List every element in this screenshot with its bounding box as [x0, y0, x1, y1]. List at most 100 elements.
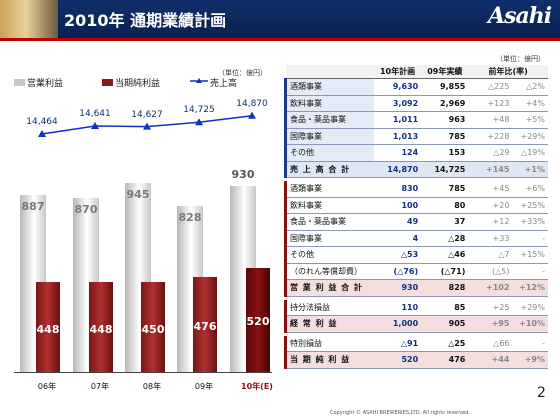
table-cell-d1: +12 — [468, 213, 513, 231]
net-bar — [193, 276, 217, 372]
table-cell-d2: +10% — [512, 315, 548, 333]
table-cell-d1: +48 — [468, 111, 513, 129]
table-row: 酒類事業 830 785 +45 +6% — [283, 181, 548, 198]
table-cell-plan: △53 — [373, 246, 422, 264]
table-cell-label: 売 上 高 合 計 — [283, 161, 374, 178]
table-gap — [285, 332, 548, 336]
net-value-label: 450 — [141, 322, 165, 336]
table-row: その他 124 153 △29 △19% — [283, 144, 548, 162]
table-header-cell — [285, 65, 374, 79]
sales-point — [195, 118, 203, 126]
table-cell-label: 当 期 純 利 益 — [283, 351, 374, 369]
table-gap — [285, 296, 548, 300]
table-cell-d1: △7 — [468, 246, 513, 264]
table-cell-d1: +44 — [468, 351, 513, 369]
page-title: 2010年 通期業績計画 — [64, 11, 227, 30]
table-cell-d2: △2% — [512, 78, 548, 96]
legend-net-swatch — [102, 79, 113, 86]
sales-value-label: 14,725 — [183, 105, 215, 116]
table-row: 国際事業 1,013 785 +228 +29% — [283, 128, 548, 145]
table-cell-d2: +25% — [512, 197, 548, 214]
table-row: 酒類事業 9,630 9,855 △225 △2% — [283, 78, 548, 96]
table-cell-d2: +4% — [512, 95, 548, 112]
net-value-label: 476 — [193, 319, 217, 333]
table-cell-d2: △19% — [512, 144, 548, 162]
table-cell-d2: +6% — [512, 181, 548, 198]
table-cell-label: その他 — [283, 144, 374, 162]
performance-chart: 887 448 06年 870 448 07年 945 450 08年 828 476 09年 930 5… — [14, 98, 273, 391]
company-logo: Asahi — [488, 3, 552, 29]
legend-op-label: 営業利益 — [27, 79, 64, 89]
x-axis-label: 10年(E) — [241, 382, 273, 391]
x-axis-label: 07年 — [90, 382, 110, 391]
table-cell-d1: △29 — [468, 144, 513, 162]
table-cell-plan: 124 — [373, 144, 422, 162]
table-cell-plan: 1,013 — [373, 128, 422, 145]
table-cell-plan: 520 — [373, 351, 422, 369]
op-value-label: 887 — [21, 199, 45, 213]
table-cell-act: 80 — [421, 197, 469, 214]
table-cell-d1: +45 — [468, 181, 513, 198]
net-value-label: 448 — [89, 322, 113, 336]
sales-value-label: 14,870 — [236, 98, 268, 109]
table-cell-d1: (△5) — [468, 263, 513, 280]
beer-image — [0, 0, 58, 38]
table-cell-plan: 930 — [373, 279, 422, 297]
table-cell-label: 飲料事業 — [283, 197, 374, 214]
sales-value-label: 14,641 — [79, 109, 111, 120]
table-cell-act: 785 — [421, 181, 469, 198]
table-cell-label: 国際事業 — [283, 230, 374, 247]
net-bar — [89, 282, 113, 372]
table-cell-d1: +25 — [468, 299, 513, 316]
table-row: 営 業 利 益 合 計 930 828 +102 +12% — [283, 279, 548, 297]
forecast-table: 10年計画 09年実績 前年比(率) 酒類事業 9,630 9,855 △225 △2% 飲料事… — [283, 65, 548, 369]
op-value-label: 930 — [231, 168, 255, 181]
net-bar — [141, 282, 165, 372]
op-value-label: 945 — [126, 188, 150, 201]
header-divider — [0, 38, 560, 41]
table-cell-plan: 3,092 — [373, 95, 422, 112]
table-cell-d1: +33 — [468, 230, 513, 247]
table-header-row: 10年計画 09年実績 前年比(率) — [285, 65, 548, 79]
chart-unit-label: （単位：億円） — [218, 69, 267, 77]
table-cell-plan: 110 — [373, 299, 422, 316]
table-header-cell: 10年計画 — [373, 65, 422, 79]
table-cell-act: 9,855 — [421, 78, 469, 96]
table-cell-d1: +228 — [468, 128, 513, 145]
table-cell-act: 85 — [421, 299, 469, 316]
table-cell-label: 飲料事業 — [283, 95, 374, 112]
table-row: 売 上 高 合 計 14,870 14,725 +145 +1% — [283, 161, 548, 178]
op-value-label: 870 — [74, 203, 98, 216]
table-row: 飲料事業 100 80 +20 +25% — [283, 197, 548, 214]
sales-point — [248, 111, 256, 119]
table-cell-plan: 9,630 — [373, 78, 422, 96]
table-row: 当 期 純 利 益 520 476 +44 +9% — [283, 351, 548, 369]
table-cell-d1: +102 — [468, 279, 513, 297]
legend-sales-label: 売上高 — [210, 79, 238, 89]
legend-sales-swatch — [190, 78, 208, 83]
net-bar — [36, 282, 60, 372]
sales-value-label: 14,627 — [131, 109, 163, 120]
table-cell-act: 476 — [421, 351, 469, 369]
table-cell-d1: +95 — [468, 315, 513, 333]
table-cell-d1: +123 — [468, 95, 513, 112]
net-value-label: 448 — [36, 322, 60, 336]
table-cell-d2: +29% — [512, 128, 548, 145]
x-axis-label: 08年 — [142, 382, 162, 391]
table-row: 国際事業 4 △28 +33- — [283, 230, 548, 247]
table-cell-act: 14,725 — [421, 161, 469, 178]
table-cell-act: 37 — [421, 213, 469, 231]
net-bar — [246, 268, 270, 372]
sales-point — [38, 130, 46, 137]
table-header-cell: 前年比(率) — [468, 65, 548, 79]
table-cell-act: △46 — [421, 246, 469, 264]
sales-point — [91, 122, 99, 130]
table-cell-d1: △225 — [468, 78, 513, 96]
x-axis-line — [14, 372, 272, 373]
sales-value-label: 14,464 — [26, 117, 58, 127]
copyright-text: Copyright © ASAHI BREWERIES,LTD. All rig… — [330, 410, 471, 416]
table-row: 特別損益 △91 △25 △66- — [283, 335, 548, 352]
table-cell-label: 経 常 利 益 — [283, 315, 374, 333]
table-row: （のれん等償却費） (△76) (△71) (△5) - — [283, 263, 548, 280]
table-cell-label: （のれん等償却費） — [283, 263, 374, 280]
